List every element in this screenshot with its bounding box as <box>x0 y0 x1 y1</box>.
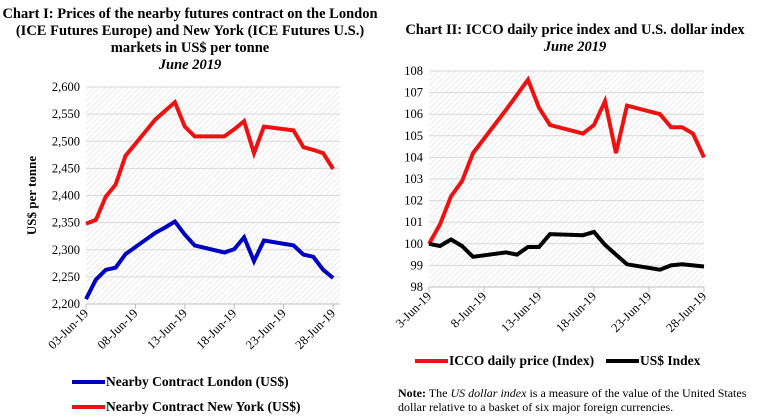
chart1-xtick-label: 23-Jun-19 <box>243 306 289 352</box>
chart2-ytick-label: 108 <box>404 64 423 78</box>
legend-swatch-newyork <box>72 405 105 409</box>
chart2-xtick-label: 28-Jun-19 <box>663 289 709 335</box>
chart2-legend-usd: US$ Index <box>606 353 700 369</box>
chart2-ytick-label: 103 <box>404 172 423 186</box>
chart1-xtick-label: 13-Jun-19 <box>144 306 190 352</box>
chart1-title: Chart I: Prices of the nearby futures co… <box>0 6 380 74</box>
legend-swatch-london <box>72 380 105 384</box>
chart2-ytick-label: 100 <box>404 237 423 251</box>
chart2-title-text: Chart II: ICCO daily price index and U.S… <box>405 22 745 38</box>
chart2-legend-icco: ICCO daily price (Index) <box>415 353 594 369</box>
chart1-y-axis-title: US$ per tonne <box>24 156 39 235</box>
chart2-ytick-label: 102 <box>404 194 423 208</box>
chart2-xtick-label: 3-Jun-19 <box>393 289 434 330</box>
chart1-series-line-0 <box>84 218 335 301</box>
legend-swatch-icco <box>415 359 448 363</box>
chart2-ytick-label: 105 <box>404 129 423 143</box>
chart2-xtick-label: 23-Jun-19 <box>608 289 654 335</box>
chart2-ytick-label: 107 <box>404 86 423 100</box>
chart2-subtitle: June 2019 <box>543 39 607 55</box>
chart1-legend-newyork: Nearby Contract New York (US$) <box>72 399 300 415</box>
chart1-ytick-label: 2,450 <box>52 161 80 175</box>
chart2-ytick-label: 98 <box>411 280 424 294</box>
chart2-xtick-label: 8-Jun-19 <box>448 289 489 330</box>
chart1-ytick-label: 2,300 <box>52 243 80 257</box>
note-label: Note: <box>398 386 426 400</box>
note-pre: The <box>425 386 451 400</box>
note-post: is a measure of the value of the United … <box>398 386 747 414</box>
chart2-series-line-0 <box>427 75 706 245</box>
note-em: US dollar index <box>450 386 527 400</box>
chart1-subtitle: June 2019 <box>158 57 222 73</box>
chart1-xtick-label: 03-Jun-19 <box>45 306 91 352</box>
chart1-ytick-label: 2,200 <box>52 297 80 311</box>
chart1-ytick-label: 2,400 <box>52 189 80 203</box>
chart2-xtick-label: 18-Jun-19 <box>553 289 599 335</box>
legend-swatch-usd <box>606 359 639 363</box>
chart2-title: Chart II: ICCO daily price index and U.S… <box>385 22 762 56</box>
legend-label-london: Nearby Contract London (US$) <box>106 374 289 389</box>
chart2-ytick-label: 101 <box>404 215 423 229</box>
chart2-ytick-label: 99 <box>411 258 424 272</box>
chart1-title-text: Chart I: Prices of the nearby futures co… <box>2 6 378 56</box>
chart1-xtick-label: 08-Jun-19 <box>95 306 141 352</box>
chart1-ytick-label: 2,250 <box>52 270 80 284</box>
chart1-legend-london: Nearby Contract London (US$) <box>72 374 289 390</box>
chart1-ytick-label: 2,350 <box>52 216 80 230</box>
chart1-xtick-label: 28-Jun-19 <box>292 306 338 352</box>
chart2-ytick-label: 104 <box>404 150 424 164</box>
legend-label-newyork: Nearby Contract New York (US$) <box>106 399 301 414</box>
chart1-ytick-label: 2,550 <box>52 107 80 121</box>
footnote: Note: The US dollar index is a measure o… <box>398 386 758 414</box>
legend-label-icco: ICCO daily price (Index) <box>449 353 595 368</box>
chart1-ytick-label: 2,600 <box>52 80 80 94</box>
chart2-xtick-label: 13-Jun-19 <box>498 289 544 335</box>
chart2-ytick-label: 106 <box>404 107 423 121</box>
chart1-xtick-label: 18-Jun-19 <box>194 306 240 352</box>
chart1-series-line-1 <box>85 98 335 226</box>
chart2-series-line-1 <box>428 229 705 272</box>
chart1-ytick-label: 2,500 <box>52 134 80 148</box>
legend-label-usd: US$ Index <box>640 353 701 368</box>
